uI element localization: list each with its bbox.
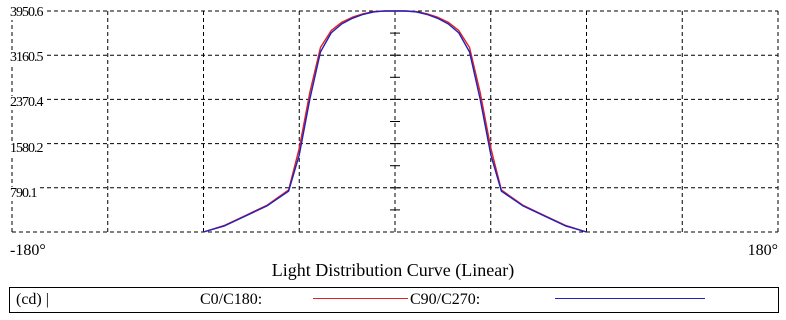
unit-label: (cd) | (16, 291, 49, 308)
series-c90-c270-line (203, 10, 587, 233)
y-tick-label: 1580.2 (10, 141, 45, 156)
legend-label-c90-c270: C90/C270: (410, 291, 481, 308)
legend-swatch-c0-c180 (313, 298, 408, 299)
y-tick-label: 2370.4 (10, 95, 45, 110)
chart-title: Light Distribution Curve (Linear) (271, 260, 515, 280)
x-axis-min-label: -180° (10, 242, 46, 259)
legend-swatch-c90-c270 (555, 298, 705, 299)
y-tick-label: 3160.5 (10, 50, 45, 65)
legend-label-c0-c180: C0/C180: (200, 291, 263, 308)
y-tick-label: 3950.6 (10, 5, 45, 20)
y-tick-label: 790.1 (10, 186, 39, 201)
x-axis-max-label: 180° (747, 242, 778, 259)
legend-box: (cd) | C0/C180: C90/C270: (9, 287, 779, 313)
